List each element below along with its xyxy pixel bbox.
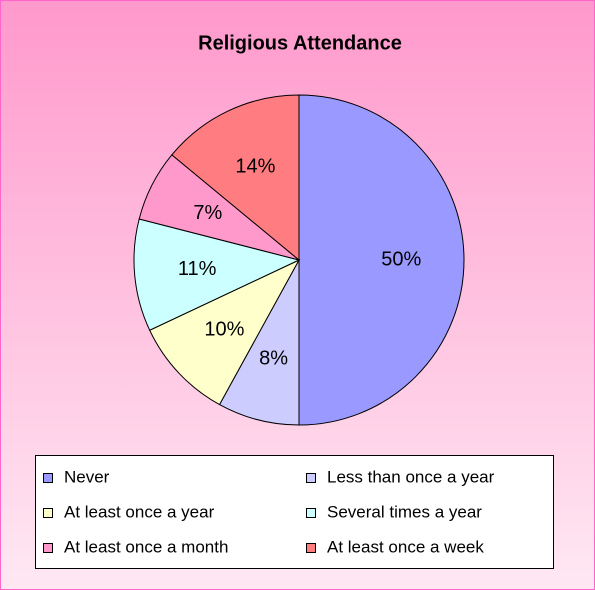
legend-swatch xyxy=(306,508,316,518)
chart-title: Religious Attendance xyxy=(198,32,402,54)
legend-label: At least once a week xyxy=(327,537,484,556)
slice-label: 7% xyxy=(193,202,222,224)
legend-box xyxy=(35,455,554,569)
legend-swatch xyxy=(43,473,53,483)
legend-swatch xyxy=(306,543,316,553)
legend-label: At least once a year xyxy=(64,502,215,521)
legend-label: Several times a year xyxy=(327,502,482,521)
legend-swatch xyxy=(306,473,316,483)
legend-swatch xyxy=(43,508,53,518)
legend-label: Never xyxy=(64,467,110,486)
pie-slice xyxy=(298,94,465,426)
legend-label: Less than once a year xyxy=(327,467,495,486)
slice-label: 11% xyxy=(178,258,217,280)
pie-slice xyxy=(133,218,301,331)
legend-swatch xyxy=(43,543,53,553)
slice-label: 8% xyxy=(259,347,288,369)
pie-slice xyxy=(149,258,301,406)
slice-label: 50% xyxy=(381,248,421,270)
slice-label: 14% xyxy=(235,156,275,178)
pie-slice xyxy=(171,94,300,262)
legend-label: At least once a month xyxy=(64,537,228,556)
slice-label: 10% xyxy=(204,318,244,340)
